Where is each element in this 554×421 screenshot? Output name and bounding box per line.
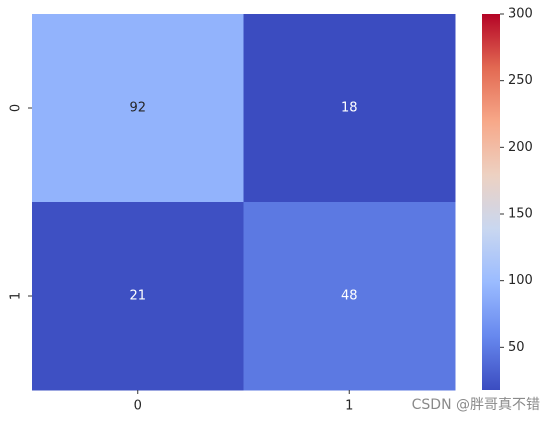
cell-label: 92 xyxy=(129,101,146,116)
cell-label: 48 xyxy=(341,289,358,304)
colorbar-tick-label: 250 xyxy=(508,73,533,88)
heatmap-cell xyxy=(243,14,456,203)
y-tick-label: 0 xyxy=(9,104,24,112)
colorbar xyxy=(482,14,500,390)
colorbar-tick-label: 150 xyxy=(508,207,533,222)
x-tick-label: 1 xyxy=(345,399,353,414)
cell-label: 21 xyxy=(129,289,146,304)
x-tick-label: 0 xyxy=(134,399,142,414)
colorbar-tick-label: 100 xyxy=(508,273,533,288)
cell-label: 18 xyxy=(341,101,358,116)
colorbar-tick-label: 300 xyxy=(508,7,533,22)
y-tick-label: 1 xyxy=(9,292,24,300)
watermark: CSDN @胖哥真不错 xyxy=(412,397,540,413)
heatmap-cell xyxy=(32,14,244,203)
heatmap-cell xyxy=(32,202,244,391)
colorbar-tick-label: 50 xyxy=(508,340,525,355)
heatmap-cell xyxy=(243,202,456,391)
colorbar-tick-label: 200 xyxy=(508,140,533,155)
